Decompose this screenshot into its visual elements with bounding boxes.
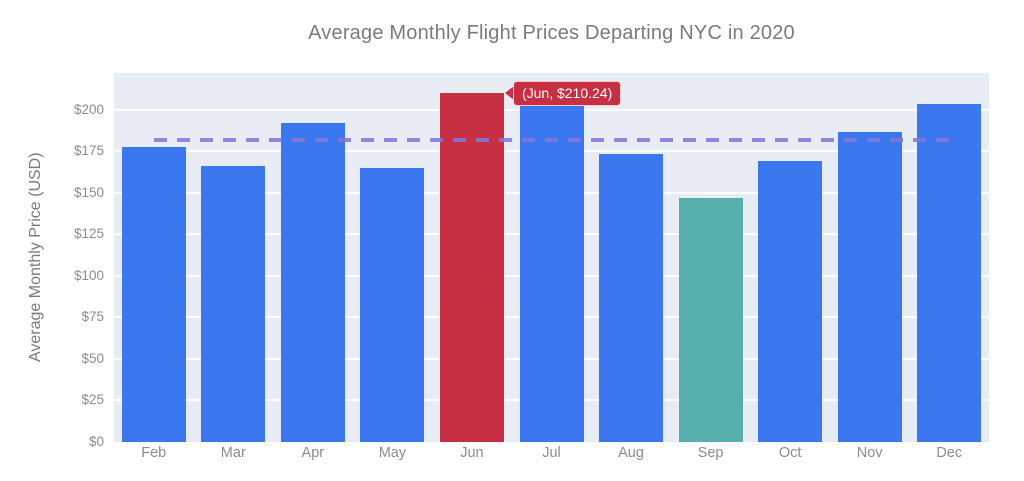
y-tick-100: $100	[73, 267, 104, 283]
bar-mar[interactable]	[201, 165, 266, 442]
y-tick-50: $50	[81, 350, 104, 366]
annotation-label: (Jun, $210.24)	[512, 80, 622, 106]
x-tick-nov: Nov	[856, 445, 883, 461]
chart-title: Average Monthly Flight Prices Departing …	[308, 22, 795, 44]
bar-oct[interactable]	[758, 161, 823, 442]
bar-jul[interactable]	[519, 105, 584, 442]
bar-jun[interactable]	[439, 92, 504, 442]
y-tick-75: $75	[81, 309, 104, 325]
x-tick-aug: Aug	[618, 445, 644, 461]
bar-aug[interactable]	[599, 153, 664, 442]
x-tick-dec: Dec	[936, 445, 963, 461]
plot-area	[114, 73, 989, 442]
x-tick-apr: Apr	[301, 445, 325, 461]
x-tick-mar: Mar	[220, 445, 246, 461]
bar-feb[interactable]	[121, 146, 186, 442]
y-axis-title: Average Monthly Price (USD)	[27, 152, 44, 363]
bar-may[interactable]	[360, 167, 425, 442]
x-tick-jul: Jul	[542, 445, 561, 461]
x-tick-feb: Feb	[141, 445, 167, 461]
bar-sep[interactable]	[678, 198, 743, 442]
x-tick-jun: Jun	[460, 445, 484, 461]
annotation-arrow-icon	[504, 86, 514, 101]
y-tick-0: $0	[88, 434, 104, 449]
bar-apr[interactable]	[280, 123, 345, 442]
x-tick-may: May	[378, 445, 407, 461]
y-tick-200: $200	[73, 101, 104, 117]
y-tick-150: $150	[73, 184, 104, 200]
x-tick-oct: Oct	[778, 445, 802, 461]
bar-dec[interactable]	[917, 104, 982, 442]
y-tick-175: $175	[73, 143, 104, 159]
x-tick-sep: Sep	[697, 445, 724, 461]
mean-reference-line	[153, 138, 950, 143]
max-value-annotation: (Jun, $210.24)	[504, 80, 622, 106]
bar-nov[interactable]	[837, 132, 902, 442]
y-tick-25: $25	[81, 392, 104, 408]
y-tick-125: $125	[73, 226, 104, 242]
